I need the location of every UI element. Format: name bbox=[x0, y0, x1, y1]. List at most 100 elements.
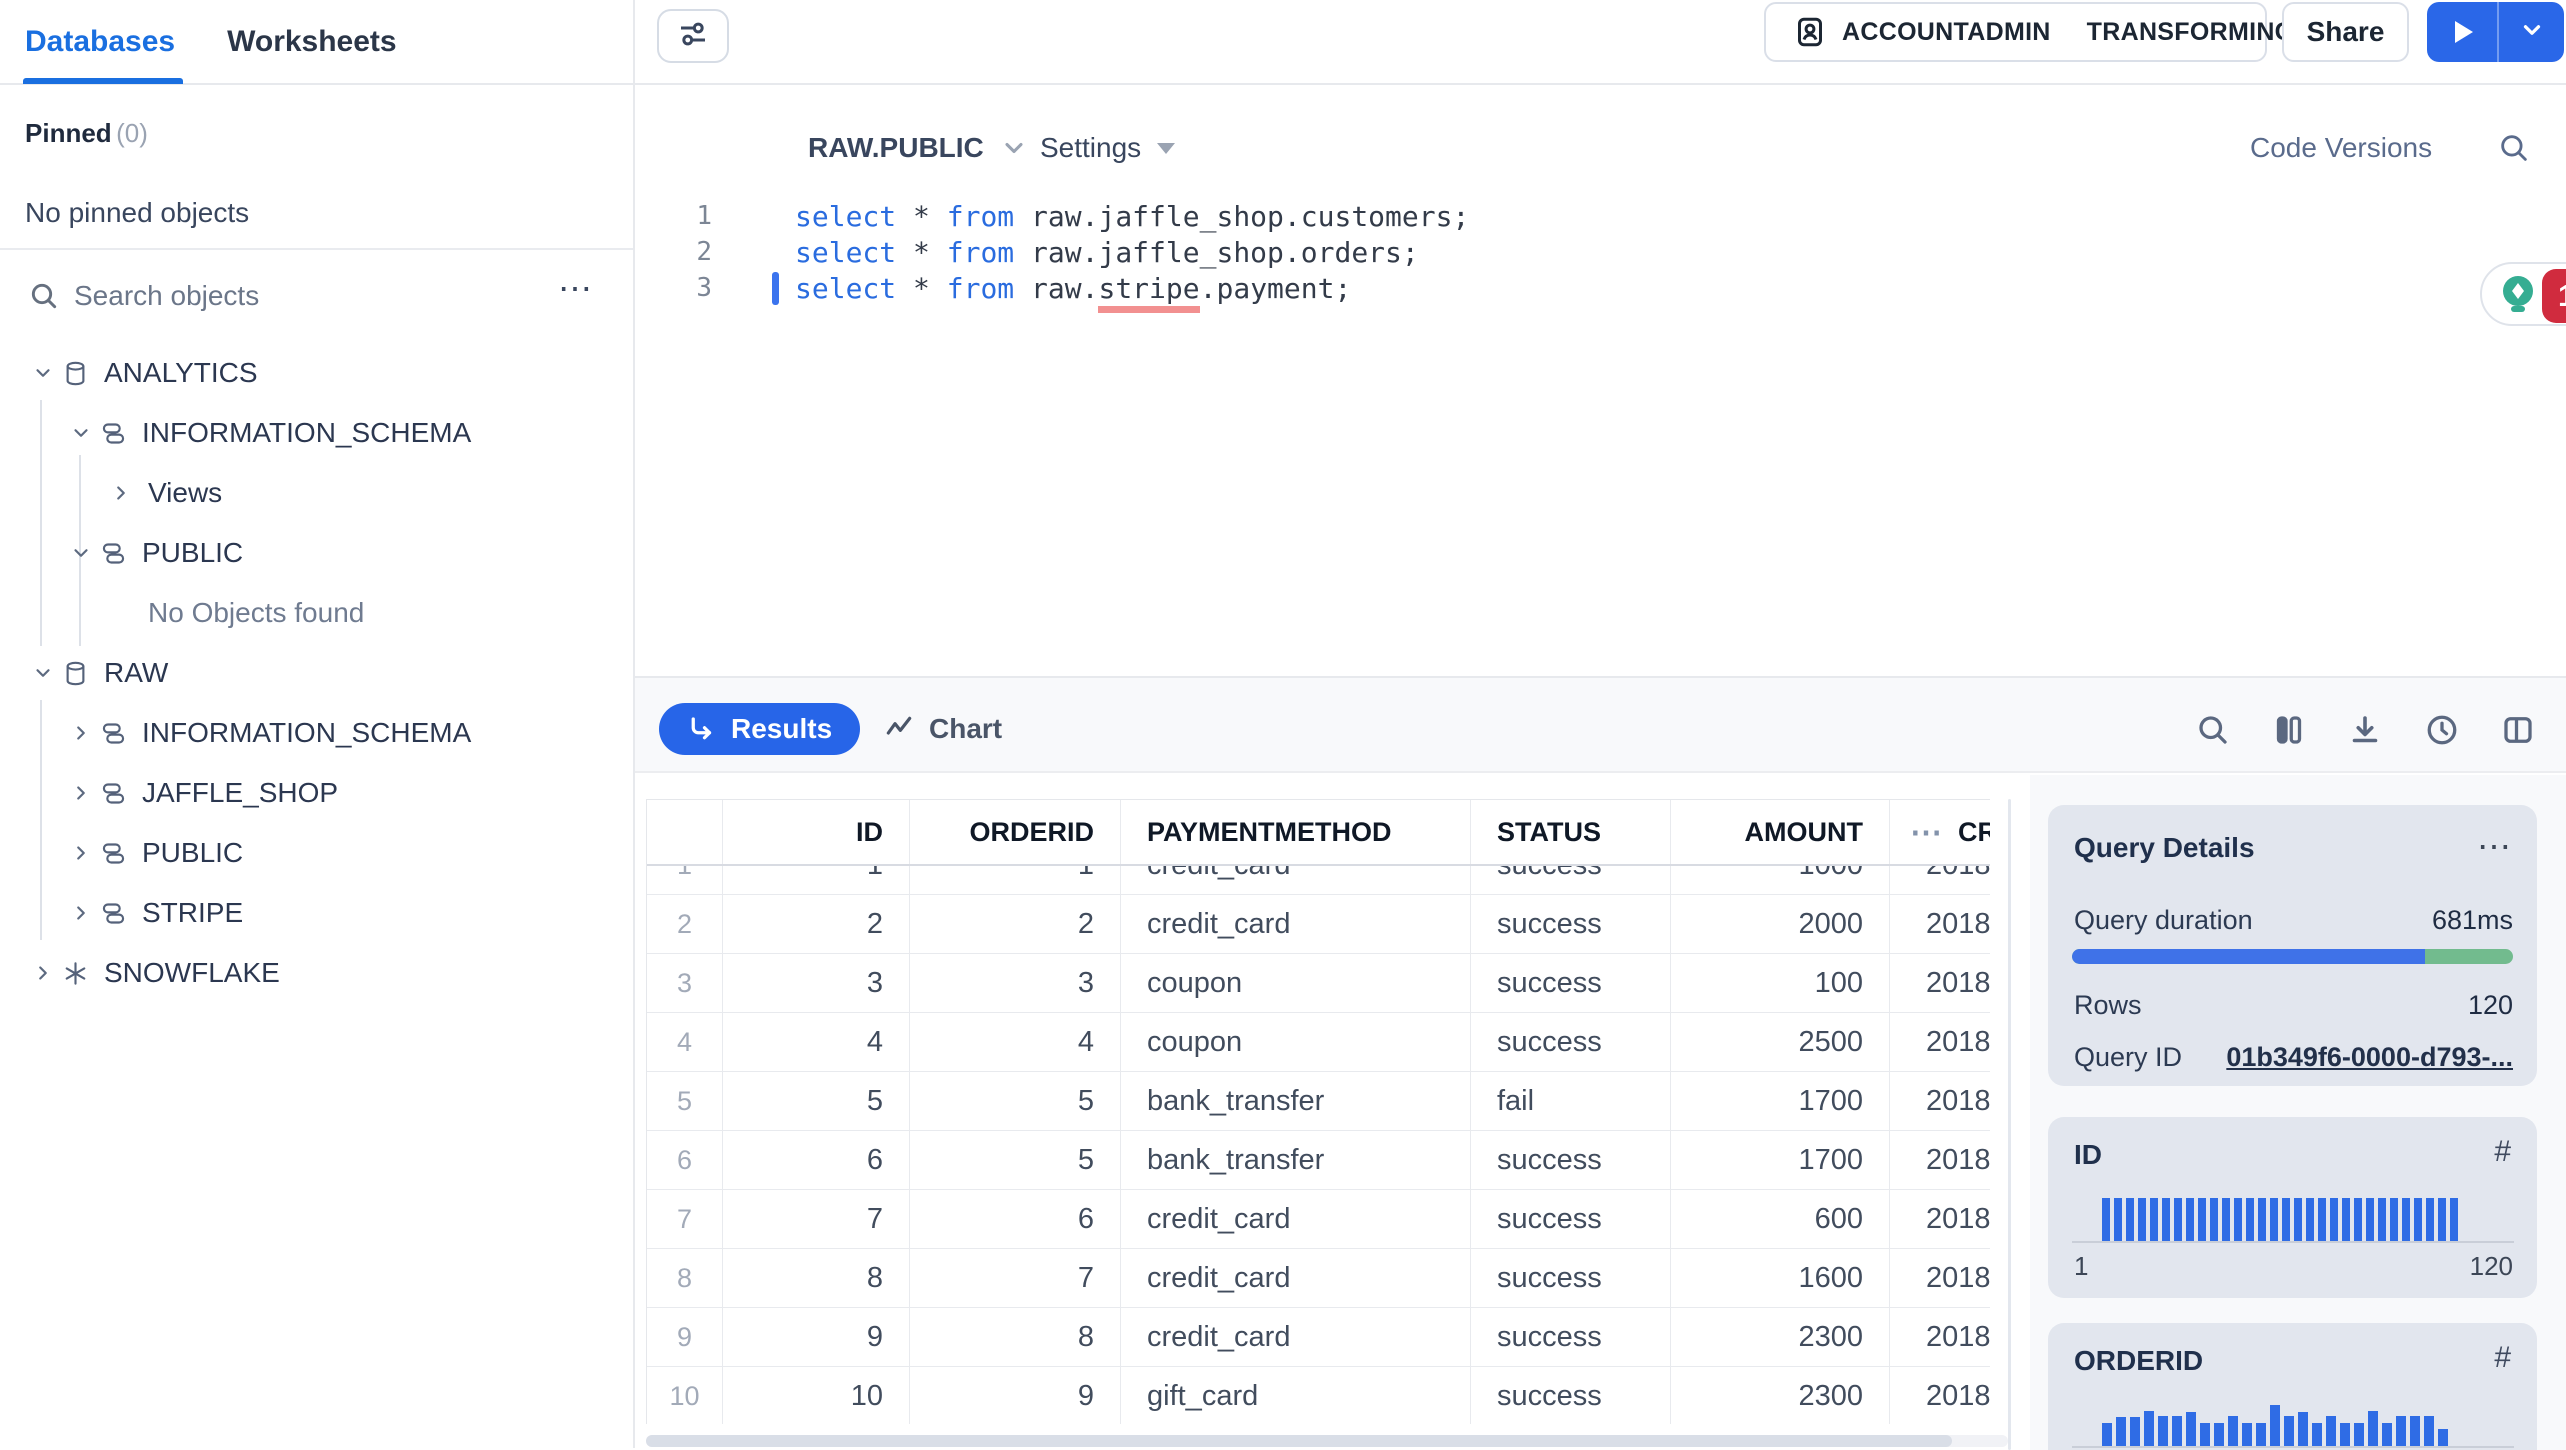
tree-item-public[interactable]: PUBLIC bbox=[0, 823, 633, 883]
cell[interactable]: success bbox=[1471, 1308, 1671, 1366]
column-overflow-icon[interactable]: ⋯ bbox=[1910, 814, 1944, 850]
chevron-right-icon[interactable] bbox=[66, 902, 96, 924]
database-schema-selector[interactable]: RAW.PUBLIC bbox=[808, 132, 1028, 164]
column-header-created[interactable]: ⋯CREATED bbox=[1890, 800, 1990, 864]
cell[interactable]: 6 bbox=[723, 1131, 910, 1189]
download-icon[interactable] bbox=[2347, 712, 2383, 753]
cell[interactable]: 9 bbox=[723, 1308, 910, 1366]
sidebar-tab-databases[interactable]: Databases bbox=[22, 0, 184, 84]
query-details-menu-icon[interactable]: ⋯ bbox=[2477, 828, 2511, 866]
query-id-link[interactable]: 01b349f6-0000-d793-... bbox=[2226, 1042, 2513, 1072]
column-header-rownum[interactable] bbox=[647, 800, 723, 864]
cell[interactable]: bank_transfer bbox=[1121, 1131, 1471, 1189]
cell[interactable]: 8 bbox=[723, 1249, 910, 1307]
column-header-paymentmethod[interactable]: PAYMENTMETHOD bbox=[1121, 800, 1471, 864]
table-row[interactable]: 111credit_cardsuccess10002018 bbox=[647, 866, 1990, 895]
chevron-down-icon[interactable] bbox=[66, 542, 96, 564]
search-results-icon[interactable] bbox=[2195, 712, 2231, 753]
numeric-type-icon[interactable]: # bbox=[2494, 1135, 2511, 1168]
cell[interactable]: 6 bbox=[910, 1190, 1121, 1248]
cell[interactable]: 600 bbox=[1671, 1190, 1890, 1248]
chevron-right-icon[interactable] bbox=[66, 842, 96, 864]
run-button[interactable] bbox=[2427, 2, 2499, 62]
cell[interactable]: credit_card bbox=[1121, 1249, 1471, 1307]
cell[interactable]: 3 bbox=[723, 954, 910, 1012]
cell[interactable]: 2018 bbox=[1890, 895, 1990, 953]
search-objects-field[interactable]: Search objects ⋯ bbox=[0, 270, 633, 322]
cell[interactable]: 2500 bbox=[1671, 1013, 1890, 1071]
tree-item-stripe[interactable]: STRIPE bbox=[0, 883, 633, 943]
table-row[interactable]: 8 8 7 credit_card success 1600 2018 bbox=[647, 1249, 1990, 1308]
column-header-status[interactable]: STATUS bbox=[1471, 800, 1671, 864]
sidebar-tab-worksheets[interactable]: Worksheets bbox=[227, 24, 397, 58]
cell[interactable]: success bbox=[1471, 866, 1671, 894]
cell[interactable]: success bbox=[1471, 1013, 1671, 1071]
cell[interactable]: success bbox=[1471, 1249, 1671, 1307]
cell[interactable]: 2300 bbox=[1671, 1308, 1890, 1366]
tree-item-snowflake[interactable]: SNOWFLAKE bbox=[0, 943, 633, 1003]
role-warehouse-selector[interactable]: ACCOUNTADMIN TRANSFORMING bbox=[1764, 2, 2294, 62]
tree-item-analytics[interactable]: ANALYTICS bbox=[0, 343, 633, 403]
cell[interactable]: 1000 bbox=[1671, 866, 1890, 894]
cell[interactable]: credit_card bbox=[1121, 895, 1471, 953]
cell[interactable]: success bbox=[1471, 1367, 1671, 1424]
table-row[interactable]: 3 3 3 coupon success 100 2018 bbox=[647, 954, 1990, 1013]
cell[interactable]: coupon bbox=[1121, 954, 1471, 1012]
run-options-button[interactable] bbox=[2499, 2, 2564, 62]
tab-results[interactable]: Results bbox=[659, 703, 861, 755]
cell[interactable]: fail bbox=[1471, 1072, 1671, 1130]
table-row[interactable]: 4 4 4 coupon success 2500 2018 bbox=[647, 1013, 1990, 1072]
cell[interactable]: 7 bbox=[910, 1249, 1121, 1307]
share-button[interactable]: Share bbox=[2282, 2, 2409, 62]
chevron-right-icon[interactable] bbox=[28, 962, 58, 984]
tree-item-jaffle-shop[interactable]: JAFFLE_SHOP bbox=[0, 763, 633, 823]
chevron-down-icon[interactable] bbox=[28, 662, 58, 684]
cell[interactable]: 2018 bbox=[1890, 1308, 1990, 1366]
chevron-right-icon[interactable] bbox=[66, 722, 96, 744]
cell[interactable]: 100 bbox=[1671, 954, 1890, 1012]
column-header-id[interactable]: ID bbox=[723, 800, 910, 864]
code-line-1[interactable]: 1 select * from raw.jaffle_shop.customers… bbox=[635, 198, 2566, 234]
code-line-2[interactable]: 2 select * from raw.jaffle_shop.orders; bbox=[635, 234, 2566, 270]
split-panel-icon[interactable] bbox=[2500, 712, 2536, 753]
cell[interactable]: 5 bbox=[910, 1131, 1121, 1189]
cell[interactable]: bank_transfer bbox=[1121, 1072, 1471, 1130]
settings-menu[interactable]: Settings bbox=[1040, 132, 1176, 164]
numeric-type-icon[interactable]: # bbox=[2494, 1341, 2511, 1374]
cell[interactable]: 2000 bbox=[1671, 895, 1890, 953]
cell[interactable]: 2018 bbox=[1890, 866, 1990, 894]
cell[interactable]: 4 bbox=[910, 1013, 1121, 1071]
cell[interactable]: success bbox=[1471, 895, 1671, 953]
cell[interactable]: 2018 bbox=[1890, 1013, 1990, 1071]
search-more-icon[interactable]: ⋯ bbox=[558, 270, 594, 308]
cell[interactable]: 7 bbox=[723, 1190, 910, 1248]
cell[interactable]: success bbox=[1471, 1190, 1671, 1248]
cell[interactable]: success bbox=[1471, 954, 1671, 1012]
chevron-down-icon[interactable] bbox=[66, 422, 96, 444]
cell[interactable]: 2 bbox=[723, 895, 910, 953]
tree-item-public[interactable]: PUBLIC bbox=[0, 523, 633, 583]
horizontal-scrollbar[interactable] bbox=[646, 1435, 2008, 1447]
cell[interactable]: 1 bbox=[723, 866, 910, 894]
cell[interactable]: 8 bbox=[910, 1308, 1121, 1366]
scrollbar-thumb[interactable] bbox=[646, 1435, 1952, 1447]
cell[interactable]: success bbox=[1471, 1131, 1671, 1189]
table-row[interactable]: 10 10 9 gift_card success 2300 2018 bbox=[647, 1367, 1990, 1424]
copilot-suggestion-pill[interactable]: 1 bbox=[2480, 262, 2566, 326]
cell[interactable]: credit_card bbox=[1121, 1190, 1471, 1248]
table-row[interactable]: 9 9 8 credit_card success 2300 2018 bbox=[647, 1308, 1990, 1367]
table-row[interactable]: 5 5 5 bank_transfer fail 1700 2018 bbox=[647, 1072, 1990, 1131]
cell[interactable]: 4 bbox=[723, 1013, 910, 1071]
tree-item-information-schema[interactable]: INFORMATION_SCHEMA bbox=[0, 703, 633, 763]
vertical-scrollbar[interactable] bbox=[2008, 799, 2011, 1450]
cell[interactable]: 2018 bbox=[1890, 1072, 1990, 1130]
code-line-3[interactable]: 3 select * from raw.stripe.payment; bbox=[635, 270, 2566, 313]
cell[interactable]: 3 bbox=[910, 954, 1121, 1012]
cell[interactable]: 2018 bbox=[1890, 1131, 1990, 1189]
cell[interactable]: 2018 bbox=[1890, 1249, 1990, 1307]
cell[interactable]: 1600 bbox=[1671, 1249, 1890, 1307]
columns-icon[interactable] bbox=[2271, 712, 2307, 753]
editor-search-icon[interactable] bbox=[2497, 131, 2531, 170]
tree-item-raw[interactable]: RAW bbox=[0, 643, 633, 703]
table-row[interactable]: 7 7 6 credit_card success 600 2018 bbox=[647, 1190, 1990, 1249]
